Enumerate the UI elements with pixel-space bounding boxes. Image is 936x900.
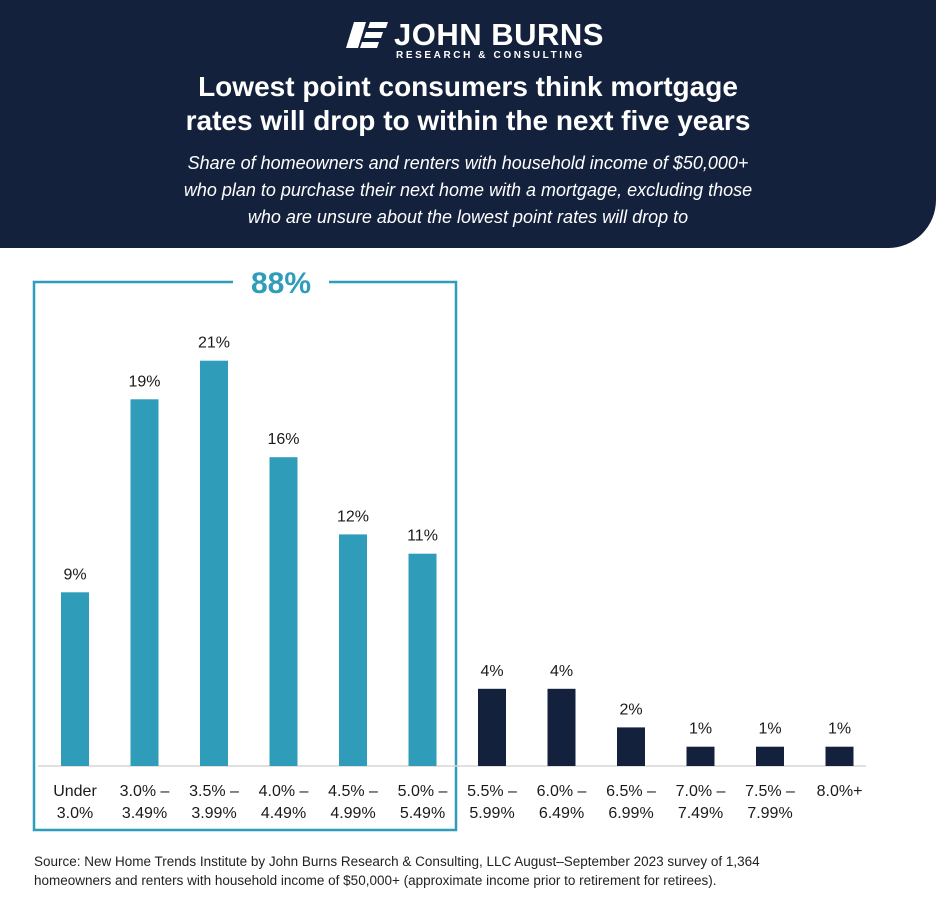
x-tick-label: 3.49% (122, 805, 167, 822)
bar (617, 727, 645, 766)
page-subtitle: Share of homeowners and renters with hou… (0, 150, 936, 231)
bar (825, 746, 854, 766)
x-tick-label: 5.5% – (467, 783, 517, 800)
data-label: 11% (407, 528, 438, 545)
x-tick-label: 4.49% (261, 805, 306, 822)
data-label: 1% (689, 721, 712, 738)
source-line: Source: New Home Trends Institute by Joh… (34, 854, 760, 869)
x-tick-label: 3.0% (57, 805, 93, 822)
bar (408, 553, 437, 766)
x-tick-label: 3.99% (191, 805, 236, 822)
x-tick-label: 5.0% – (398, 783, 448, 800)
x-tick-label: 7.99% (747, 805, 792, 822)
data-label: 4% (550, 663, 573, 680)
bar (686, 746, 715, 766)
subtitle-line: who are unsure about the lowest point ra… (247, 207, 689, 227)
bar (339, 534, 367, 766)
data-label: 12% (337, 508, 369, 525)
x-tick-label: 7.0% – (676, 783, 726, 800)
brand-mark-icon (346, 22, 388, 48)
page-title: Lowest point consumers think mortgage ra… (0, 70, 936, 138)
title-line: rates will drop to within the next five … (185, 105, 751, 136)
bar (547, 688, 576, 766)
bar (200, 360, 228, 766)
x-tick-label: 4.99% (330, 805, 375, 822)
title-line: Lowest point consumers think mortgage (198, 71, 738, 102)
bar (130, 399, 159, 766)
brand-name: JOHN BURNS (394, 17, 604, 52)
data-label: 2% (619, 701, 642, 718)
source-note: Source: New Home Trends Institute by Joh… (34, 852, 914, 890)
x-tick-label: 5.49% (400, 805, 445, 822)
x-tick-label: 6.99% (608, 805, 653, 822)
x-tick-label: 4.0% – (259, 783, 309, 800)
x-tick-label: 6.49% (539, 805, 584, 822)
brand-logo: JOHN BURNS RESEARCH & CONSULTING (0, 18, 936, 64)
x-tick-label: 5.99% (469, 805, 514, 822)
bar (269, 457, 298, 766)
x-tick-label: 4.5% – (328, 783, 378, 800)
x-tick-label: 7.49% (678, 805, 723, 822)
data-label: 19% (128, 373, 160, 390)
subtitle-line: who plan to purchase their next home wit… (183, 180, 753, 200)
source-line: homeowners and renters with household in… (34, 873, 717, 888)
x-tick-label: Under (53, 783, 97, 800)
x-tick-label: 6.5% – (606, 783, 656, 800)
bar (756, 746, 784, 766)
bar-chart: 88% 9% Under 3.0% 19% 3.0% – 3.49% 21% 3.5% – 3.9… (32, 267, 866, 832)
bar (61, 592, 89, 766)
highlight-total-label: 88% (251, 267, 311, 300)
header-banner: JOHN BURNS RESEARCH & CONSULTING Lowest … (0, 0, 936, 248)
x-tick-label: 8.0%+ (817, 783, 863, 800)
data-label: 1% (758, 721, 781, 738)
x-tick-label: 3.5% – (189, 783, 239, 800)
data-label: 9% (63, 566, 86, 583)
x-tick-label: 3.0% – (120, 783, 170, 800)
bar (478, 688, 506, 766)
data-label: 1% (828, 721, 851, 738)
x-tick-label: 6.0% – (537, 783, 587, 800)
x-tick-label: 7.5% – (745, 783, 795, 800)
highlight-bracket (32, 280, 458, 832)
data-label: 16% (267, 431, 299, 448)
brand-tagline: RESEARCH & CONSULTING (396, 50, 585, 61)
subtitle-line: Share of homeowners and renters with hou… (187, 153, 749, 173)
data-label: 21% (198, 335, 230, 352)
data-label: 4% (480, 663, 503, 680)
